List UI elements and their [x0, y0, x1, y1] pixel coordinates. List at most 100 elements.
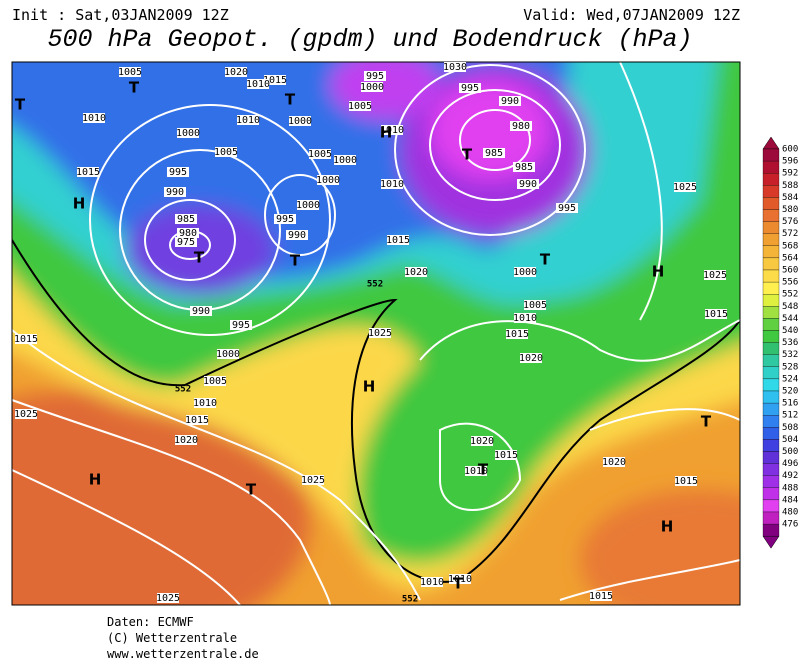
isobar-label: 980 — [512, 121, 530, 132]
isobar-label: 1025 — [14, 409, 38, 420]
isobar-label-bg — [217, 349, 239, 359]
isobar-label: 1020 — [174, 435, 198, 446]
isobar-label-bg — [465, 466, 487, 476]
colorbar-label: 484 — [782, 495, 798, 505]
isobar-label: 990 — [288, 230, 306, 241]
colorbar-cell — [762, 185, 780, 198]
isobar-label-bg — [603, 457, 625, 467]
isobar-label-bg — [190, 306, 212, 316]
isobar-label-bg — [175, 214, 197, 224]
isobar-label-bg — [506, 329, 528, 339]
isobar-label-bg — [369, 328, 391, 338]
colorbar-label: 552 — [782, 290, 798, 300]
isobar-label: 1015 — [263, 75, 287, 86]
isobar-label-bg — [675, 476, 697, 486]
isobar-label: 1015 — [589, 591, 613, 602]
isobar-label-bg — [15, 334, 37, 344]
contour-label: 552 — [175, 385, 191, 395]
pressure-center: H — [661, 518, 674, 536]
isobar-label: 980 — [179, 228, 197, 239]
colorbar-label: 492 — [782, 471, 798, 481]
colorbar-label: 592 — [782, 169, 798, 179]
pressure-center: T — [15, 96, 26, 114]
isobar-label: 1005 — [203, 376, 227, 387]
pressure-center: T — [453, 575, 464, 593]
isobar-label-bg — [164, 187, 186, 197]
colorbar-cell — [762, 427, 780, 440]
isobar-label: 1005 — [523, 300, 547, 311]
isobar-label-bg — [297, 200, 319, 210]
isobar-label: 990 — [192, 306, 210, 317]
isobar-label-bg — [444, 62, 466, 72]
colorbar-label: 496 — [782, 459, 798, 469]
colorbar-label: 576 — [782, 217, 798, 227]
isobar-label-bg — [674, 182, 696, 192]
map-field — [12, 62, 740, 605]
pressure-center: T — [478, 461, 489, 479]
isobar-label-bg — [177, 228, 199, 238]
colorbar-cell — [762, 390, 780, 404]
colorbar-label: 504 — [782, 435, 798, 445]
isobar-label: 1015 — [674, 476, 698, 487]
isobar-label-bg — [517, 179, 539, 189]
colorbar-label: 572 — [782, 229, 798, 239]
isobar-label-bg — [381, 179, 403, 189]
warm-area — [580, 490, 740, 605]
contour-552 — [12, 239, 740, 583]
colorbar-label: 476 — [782, 520, 798, 530]
colorbar-label: 548 — [782, 302, 798, 312]
isobar-label: 1010 — [82, 113, 106, 124]
isobar-label-bg — [499, 96, 521, 106]
isobar-label: 1000 — [296, 200, 320, 211]
colorbar-label: 480 — [782, 508, 798, 518]
isobar-label: 1020 — [404, 267, 428, 278]
colorbar-label: 524 — [782, 374, 798, 384]
colorbar-cell — [762, 269, 780, 283]
cold-core — [330, 62, 440, 120]
isobar-label-bg — [704, 270, 726, 280]
isobar-label: 1005 — [348, 101, 372, 112]
colorbar-label: 488 — [782, 483, 798, 493]
isobar-label: 1020 — [602, 457, 626, 468]
colorbar-cell — [762, 475, 780, 488]
isobar-label-bg — [167, 167, 189, 177]
isobar-label: 985 — [485, 148, 503, 159]
colorbar-label: 540 — [782, 326, 798, 336]
isobar-label: 1010 — [236, 115, 260, 126]
isobar-label: 1015 — [386, 235, 410, 246]
isobar-label-bg — [349, 101, 371, 111]
isobar-label: 1020 — [519, 353, 543, 364]
colorbar-label: 516 — [782, 399, 798, 409]
isobar-label-bg — [514, 313, 536, 323]
isobar-label-bg — [264, 75, 286, 85]
isobar-label: 990 — [166, 187, 184, 198]
isobar-label-bg — [186, 415, 208, 425]
isobar-label: 995 — [232, 320, 250, 331]
colorbar-cell — [762, 523, 780, 537]
isobar-label-bg — [230, 320, 252, 330]
colorbar-label: 588 — [782, 181, 798, 191]
isobar-label-bg — [175, 435, 197, 445]
isobar-label-bg — [449, 574, 471, 584]
isobar-label-bg — [215, 147, 237, 157]
isobar-label: 1010 — [380, 179, 404, 190]
colorbar-cell — [762, 415, 780, 428]
colorbar-cell — [762, 173, 780, 186]
isobar-label-bg — [387, 235, 409, 245]
isobar-label: 1025 — [703, 270, 727, 281]
colorbar-tip — [762, 136, 780, 150]
isobar-label-bg — [405, 267, 427, 277]
isobar-label: 990 — [501, 96, 519, 107]
isobar-label-bg — [302, 475, 324, 485]
isobar-label-bg — [204, 376, 226, 386]
colorbar-cell — [762, 148, 780, 162]
isobar-label-bg — [495, 450, 517, 460]
contour-label: 552 — [402, 595, 418, 605]
isobar-label: 990 — [519, 179, 537, 190]
colorbar-cell — [762, 402, 780, 416]
colorbar-cell — [762, 487, 780, 501]
colorbar-label: 584 — [782, 193, 798, 203]
isobar-label-bg — [237, 115, 259, 125]
isobar-label: 1015 — [494, 450, 518, 461]
